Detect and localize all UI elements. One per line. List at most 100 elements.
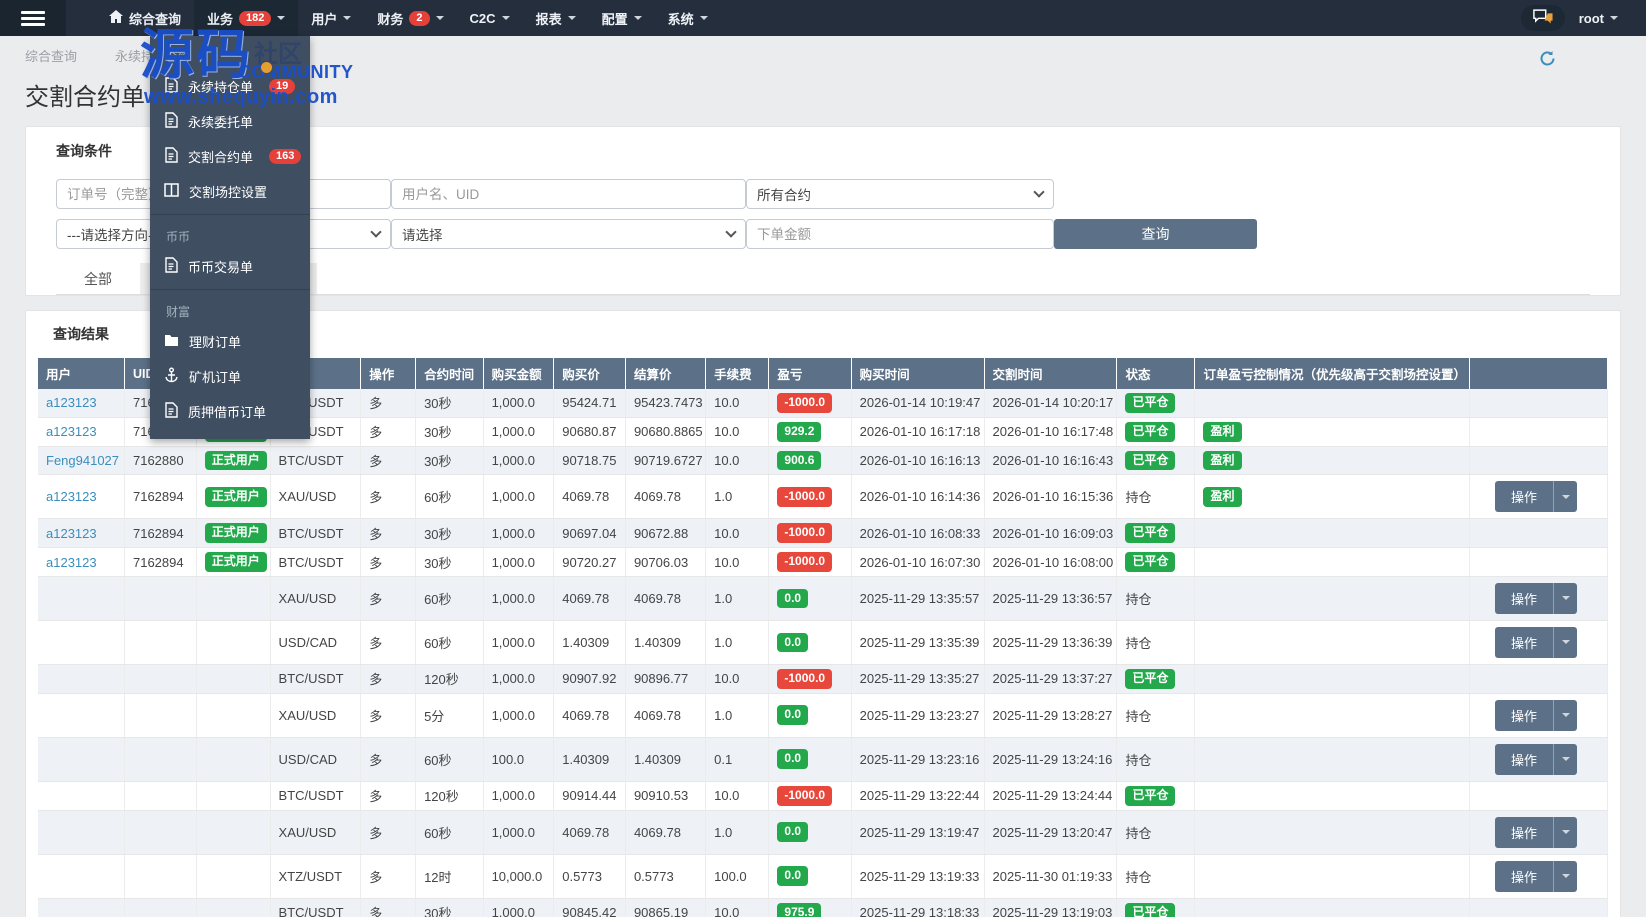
nav-item-label: 配置 xyxy=(601,11,628,27)
columns-icon xyxy=(164,183,179,200)
orders-table: 用户UID用户类型合约操作合约时间购买金额购买价结算价手续费盈亏购买时间交割时间… xyxy=(38,358,1609,917)
action-button[interactable]: 操作 xyxy=(1494,582,1553,614)
table-header-row: 用户UID用户类型合约操作合约时间购买金额购买价结算价手续费盈亏购买时间交割时间… xyxy=(38,358,1609,389)
query-results-card: 查询结果 用户UID用户类型合约操作合约时间购买金额购买价结算价手续费盈亏购买时… xyxy=(25,310,1621,917)
profit-badge: 929.2 xyxy=(777,421,822,442)
menu-item-永续持仓单[interactable]: 永续持仓单 19 xyxy=(150,69,310,104)
business-dropdown-menu: 合约 永续持仓单 19 永续委托单 交割合约单 163 交割场控设置 币币 币币交易单 财富 理财订… xyxy=(150,36,310,439)
user-link[interactable]: a123123 xyxy=(46,424,97,440)
breadcrumb-item-1[interactable]: 综合查询 xyxy=(25,49,78,64)
row-action-group: 操作 xyxy=(1494,699,1577,731)
menu-item-质押借币订单[interactable]: 质押借币订单 xyxy=(150,394,310,429)
user-link[interactable]: Feng941027 xyxy=(46,452,120,468)
action-caret-button[interactable] xyxy=(1553,860,1577,892)
menu-divider xyxy=(150,214,310,215)
table-row: BTC/USDT 多 30秒 1,000.0 90845.42 90865.19 10.0 9… xyxy=(38,898,1609,917)
menu-item-永续委托单[interactable]: 永续委托单 xyxy=(150,104,310,139)
chevron-down-icon xyxy=(567,16,576,20)
action-button[interactable]: 操作 xyxy=(1494,743,1553,775)
table-body: a1231237162894正式用户BTC/USDT多30秒1,000.0954… xyxy=(38,389,1609,917)
status-badge: 已平仓 xyxy=(1125,421,1176,442)
action-button[interactable]: 操作 xyxy=(1494,626,1553,658)
chevron-down-icon xyxy=(1561,874,1570,879)
profit-badge: 0.0 xyxy=(777,749,809,770)
loss-badge: -1000.0 xyxy=(777,523,833,544)
home-icon xyxy=(109,10,123,26)
hamburger-button[interactable] xyxy=(0,0,66,36)
action-button[interactable]: 操作 xyxy=(1494,481,1553,513)
top-navbar: 综合查询 业务 182 用户 财务 2 C2C 报表 配置 系统 root xyxy=(0,0,1646,36)
action-button[interactable]: 操作 xyxy=(1494,816,1553,848)
table-row: XTZ/USDT 多 12时 10,000.0 0.5773 0.5773 100.0 0.0… xyxy=(38,854,1609,899)
loss-badge: -1000.0 xyxy=(777,393,833,413)
status-text: 持仓 xyxy=(1125,825,1152,841)
user-link[interactable]: a123123 xyxy=(46,395,97,411)
status-select[interactable]: 请选择 xyxy=(391,219,746,249)
nav-item-配置[interactable]: 配置 xyxy=(589,0,655,36)
action-caret-button[interactable] xyxy=(1553,699,1577,731)
menu-item-矿机订单[interactable]: 矿机订单 xyxy=(150,359,310,394)
column-header-手续费: 手续费 xyxy=(705,358,770,389)
menu-item-label: 交割场控设置 xyxy=(189,185,268,200)
action-caret-button[interactable] xyxy=(1553,743,1577,775)
file-icon xyxy=(164,402,178,421)
action-caret-button[interactable] xyxy=(1553,481,1577,513)
action-button[interactable]: 操作 xyxy=(1494,699,1553,731)
column-header-购买金额: 购买金额 xyxy=(483,358,555,389)
nav-item-label: C2C xyxy=(469,10,496,26)
user-link[interactable]: a123123 xyxy=(46,525,97,541)
file-icon xyxy=(164,257,178,276)
nav-item-用户[interactable]: 用户 xyxy=(298,0,364,36)
anchor-icon xyxy=(164,367,179,386)
chevron-down-icon xyxy=(435,16,444,20)
status-text: 持仓 xyxy=(1125,708,1152,724)
user-link[interactable]: a123123 xyxy=(46,554,97,570)
menu-item-label: 质押借币订单 xyxy=(188,405,267,420)
nav-item-业务[interactable]: 业务 182 xyxy=(194,0,299,36)
search-button[interactable]: 查询 xyxy=(1054,219,1257,249)
nav-badge: 2 xyxy=(409,10,430,26)
chat-button[interactable] xyxy=(1520,5,1565,31)
query-results-title: 查询结果 xyxy=(53,326,109,342)
user-link[interactable]: a123123 xyxy=(46,489,97,505)
page-title: 交割合约单 xyxy=(25,84,145,111)
menu-item-币币交易单[interactable]: 币币交易单 xyxy=(150,249,310,284)
chevron-down-icon xyxy=(501,16,510,20)
nav-item-财务[interactable]: 财务 2 xyxy=(364,0,456,36)
user-menu[interactable]: root xyxy=(1579,11,1618,26)
action-caret-button[interactable] xyxy=(1553,582,1577,614)
user-type-badge: 正式用户 xyxy=(204,523,267,544)
nav-item-综合查询[interactable]: 综合查询 xyxy=(96,0,194,36)
column-header-状态: 状态 xyxy=(1116,358,1196,389)
tab-all[interactable]: 全部 xyxy=(56,263,141,294)
nav-item-C2C[interactable]: C2C xyxy=(457,0,523,36)
menu-badge: 19 xyxy=(269,79,296,94)
nav-item-label: 用户 xyxy=(311,11,338,27)
action-caret-button[interactable] xyxy=(1553,626,1577,658)
nav-item-系统[interactable]: 系统 xyxy=(655,0,721,36)
chevron-down-icon xyxy=(343,16,352,20)
amount-input[interactable] xyxy=(746,219,1054,249)
refresh-button[interactable] xyxy=(1539,50,1556,70)
menu-item-交割场控设置[interactable]: 交割场控设置 xyxy=(150,174,310,209)
status-text: 持仓 xyxy=(1125,490,1152,506)
user-uid-input[interactable] xyxy=(391,179,746,209)
menu-item-理财订单[interactable]: 理财订单 xyxy=(150,324,310,359)
column-header-购买时间: 购买时间 xyxy=(851,358,985,389)
table-row: XAU/USD 多 60秒 1,000.0 4069.78 4069.78 1.0 0.0 20… xyxy=(38,576,1609,621)
status-text: 持仓 xyxy=(1125,869,1152,885)
action-caret-button[interactable] xyxy=(1553,816,1577,848)
nav-item-label: 业务 xyxy=(207,11,234,27)
contract-select[interactable]: 所有合约 xyxy=(746,179,1054,209)
table-row: XAU/USD 多 60秒 1,000.0 4069.78 4069.78 1.0 0.0 20… xyxy=(38,810,1609,855)
menu-badge: 163 xyxy=(269,149,302,164)
table-row: a123123 7162894 正式用户 XAU/USD 多 60秒 1,000.0 4069… xyxy=(38,474,1609,520)
nav-item-报表[interactable]: 报表 xyxy=(523,0,589,36)
menu-item-label: 永续委托单 xyxy=(188,115,254,130)
status-badge: 已平仓 xyxy=(1125,523,1176,544)
action-button[interactable]: 操作 xyxy=(1494,860,1553,892)
profit-badge: 900.6 xyxy=(777,450,822,471)
nav-item-label: 报表 xyxy=(535,11,562,27)
menu-item-交割合约单[interactable]: 交割合约单 163 xyxy=(150,139,310,174)
